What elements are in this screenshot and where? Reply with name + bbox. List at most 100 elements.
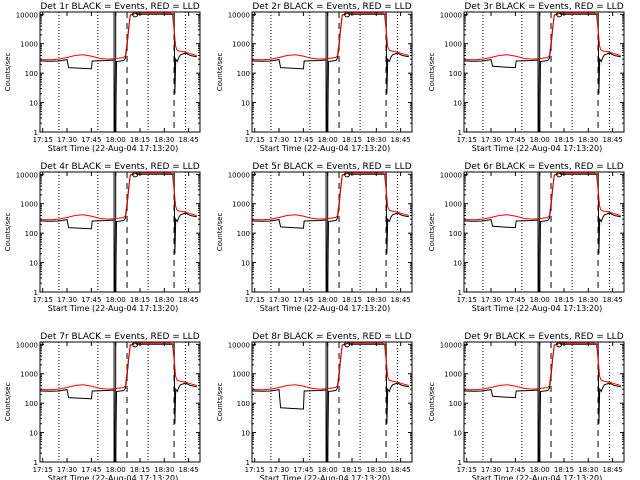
events-series-line bbox=[251, 342, 409, 463]
events-series-line bbox=[463, 342, 621, 463]
chart-panel: Det 4r BLACK = Events, RED = LLD Counts/s… bbox=[4, 162, 201, 313]
chart-panel: Det 6r BLACK = Events, RED = LLD Counts/s… bbox=[428, 162, 625, 313]
y-tick-label: 1 bbox=[458, 289, 462, 297]
y-axis-label: Counts/sec bbox=[216, 383, 224, 422]
chart-panel: Det 5r BLACK = Events, RED = LLD Counts/s… bbox=[216, 162, 413, 313]
x-tick-label: 17:30 bbox=[269, 296, 289, 304]
y-tick-label: 10000 bbox=[228, 341, 250, 349]
x-tick-label: 18:45 bbox=[391, 296, 411, 304]
y-tick-label: 10 bbox=[453, 260, 462, 268]
x-tick-label: 18:30 bbox=[578, 466, 598, 474]
x-tick-label: 17:45 bbox=[81, 296, 101, 304]
plot-frame bbox=[39, 11, 201, 133]
x-tick-label: 18:45 bbox=[391, 466, 411, 474]
x-tick-label: 17:45 bbox=[505, 296, 525, 304]
x-tick-label: 17:45 bbox=[293, 136, 313, 144]
y-axis-label: Counts/sec bbox=[216, 213, 224, 252]
x-tick-label: 18:30 bbox=[578, 296, 598, 304]
plot-frame bbox=[251, 11, 413, 133]
x-tick-label: 18:30 bbox=[366, 466, 386, 474]
x-tick-label: 18:45 bbox=[391, 136, 411, 144]
x-tick-label: 17:30 bbox=[269, 136, 289, 144]
y-tick-label: 100 bbox=[25, 400, 38, 408]
x-tick-label: 17:45 bbox=[293, 466, 313, 474]
y-tick-label: 1000 bbox=[444, 371, 462, 379]
y-tick-label: 100 bbox=[25, 230, 38, 238]
x-tick-label: 17:30 bbox=[269, 466, 289, 474]
y-tick-label: 10 bbox=[29, 260, 38, 268]
events-series-line bbox=[463, 12, 621, 133]
x-tick-label: 17:15 bbox=[457, 466, 477, 474]
x-tick-label: 18:00 bbox=[106, 296, 126, 304]
x-tick-label: 18:00 bbox=[106, 466, 126, 474]
x-tick-label: 18:30 bbox=[578, 136, 598, 144]
lld-series-line bbox=[251, 172, 409, 221]
x-tick-label: 17:30 bbox=[57, 296, 77, 304]
chart-panel: Det 9r BLACK = Events, RED = LLD Counts/s… bbox=[428, 332, 625, 480]
x-tick-label: 18:45 bbox=[179, 466, 199, 474]
x-tick-label: 17:45 bbox=[505, 466, 525, 474]
y-tick-label: 100 bbox=[237, 400, 250, 408]
lld-series-line bbox=[39, 342, 197, 391]
y-axis-label: Counts/sec bbox=[428, 383, 436, 422]
y-tick-label: 1000 bbox=[20, 201, 38, 209]
x-tick-label: 17:30 bbox=[481, 296, 501, 304]
lld-series-line bbox=[463, 342, 621, 391]
x-tick-label: 18:30 bbox=[366, 296, 386, 304]
y-tick-label: 100 bbox=[449, 70, 462, 78]
y-tick-label: 10000 bbox=[228, 11, 250, 19]
plot-frame bbox=[251, 341, 413, 463]
x-tick-label: 17:15 bbox=[33, 136, 53, 144]
y-tick-label: 1 bbox=[458, 459, 462, 467]
x-tick-label: 18:15 bbox=[342, 296, 362, 304]
x-axis-label: Start Time (22-Aug-04 17:13:20) bbox=[48, 144, 179, 153]
x-tick-label: 17:30 bbox=[481, 136, 501, 144]
lld-series-line bbox=[39, 172, 197, 221]
y-tick-label: 10 bbox=[241, 100, 250, 108]
y-tick-label: 10000 bbox=[16, 11, 38, 19]
x-tick-label: 18:00 bbox=[318, 466, 338, 474]
y-tick-label: 1 bbox=[246, 129, 250, 137]
y-tick-label: 1000 bbox=[20, 371, 38, 379]
x-tick-label: 17:45 bbox=[81, 466, 101, 474]
x-axis-label: Start Time (22-Aug-04 17:13:20) bbox=[260, 144, 391, 153]
plot-frame bbox=[251, 171, 413, 293]
y-tick-label: 10000 bbox=[16, 171, 38, 179]
x-tick-label: 17:45 bbox=[81, 136, 101, 144]
y-tick-label: 10 bbox=[453, 430, 462, 438]
x-tick-label: 18:45 bbox=[179, 136, 199, 144]
y-tick-label: 1 bbox=[458, 129, 462, 137]
y-tick-label: 100 bbox=[237, 230, 250, 238]
x-axis-label: Start Time (22-Aug-04 17:13:20) bbox=[260, 474, 391, 480]
chart-panel: Det 2r BLACK = Events, RED = LLD Counts/s… bbox=[216, 2, 413, 153]
x-tick-label: 18:00 bbox=[530, 136, 550, 144]
y-tick-label: 100 bbox=[449, 230, 462, 238]
x-tick-label: 18:45 bbox=[603, 466, 623, 474]
events-series-line bbox=[251, 12, 409, 133]
plot-frame bbox=[463, 11, 625, 133]
x-axis-label: Start Time (22-Aug-04 17:13:20) bbox=[472, 144, 603, 153]
x-tick-label: 17:30 bbox=[481, 466, 501, 474]
y-axis-label: Counts/sec bbox=[4, 53, 12, 92]
x-tick-label: 17:15 bbox=[33, 466, 53, 474]
panel-title: Det 5r BLACK = Events, RED = LLD bbox=[252, 162, 411, 172]
panel-title: Det 4r BLACK = Events, RED = LLD bbox=[40, 162, 199, 172]
panel-title: Det 6r BLACK = Events, RED = LLD bbox=[464, 162, 623, 172]
x-tick-label: 18:00 bbox=[530, 296, 550, 304]
y-tick-label: 1 bbox=[34, 289, 38, 297]
panel-title: Det 1r BLACK = Events, RED = LLD bbox=[40, 2, 199, 12]
y-axis-label: Counts/sec bbox=[4, 213, 12, 252]
events-series-line bbox=[463, 172, 621, 293]
y-tick-label: 100 bbox=[449, 400, 462, 408]
events-series-line bbox=[251, 172, 409, 293]
y-axis-label: Counts/sec bbox=[428, 53, 436, 92]
y-axis-label: Counts/sec bbox=[4, 383, 12, 422]
x-tick-label: 18:15 bbox=[130, 136, 150, 144]
x-tick-label: 17:15 bbox=[457, 136, 477, 144]
panel-title: Det 9r BLACK = Events, RED = LLD bbox=[464, 332, 623, 342]
x-tick-label: 17:15 bbox=[245, 136, 265, 144]
plot-frame bbox=[39, 341, 201, 463]
x-tick-label: 18:45 bbox=[603, 136, 623, 144]
events-series-line bbox=[39, 12, 197, 133]
